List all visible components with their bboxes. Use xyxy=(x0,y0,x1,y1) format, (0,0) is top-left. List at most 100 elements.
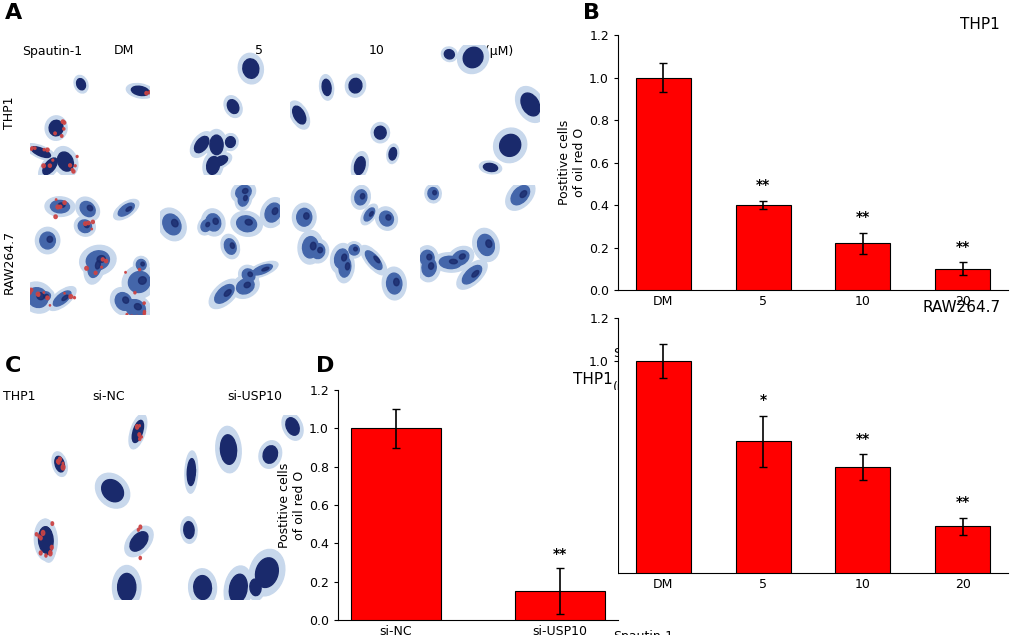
Ellipse shape xyxy=(238,192,249,206)
Ellipse shape xyxy=(227,100,238,114)
Text: THP1: THP1 xyxy=(3,97,16,129)
Text: **: ** xyxy=(552,547,567,561)
Ellipse shape xyxy=(39,527,53,553)
Ellipse shape xyxy=(144,311,146,313)
Ellipse shape xyxy=(75,197,100,221)
Ellipse shape xyxy=(213,218,218,224)
Ellipse shape xyxy=(351,152,368,180)
Ellipse shape xyxy=(85,267,89,270)
Ellipse shape xyxy=(38,535,40,538)
Text: Spautin-1: Spautin-1 xyxy=(612,347,673,361)
Ellipse shape xyxy=(327,84,330,90)
Ellipse shape xyxy=(137,316,138,317)
Ellipse shape xyxy=(122,297,128,304)
Ellipse shape xyxy=(32,147,33,149)
Ellipse shape xyxy=(489,166,494,168)
Ellipse shape xyxy=(91,228,93,230)
Ellipse shape xyxy=(322,79,331,95)
Ellipse shape xyxy=(206,130,226,160)
Ellipse shape xyxy=(418,253,440,282)
Ellipse shape xyxy=(115,293,131,311)
Ellipse shape xyxy=(288,101,309,129)
Ellipse shape xyxy=(231,182,256,203)
Ellipse shape xyxy=(189,569,216,606)
Ellipse shape xyxy=(250,64,256,70)
Ellipse shape xyxy=(56,205,59,209)
Ellipse shape xyxy=(126,314,127,316)
Text: D: D xyxy=(316,356,334,375)
Ellipse shape xyxy=(38,292,50,302)
Ellipse shape xyxy=(125,300,146,317)
Text: 20 (μM): 20 (μM) xyxy=(465,44,513,58)
Ellipse shape xyxy=(126,84,154,98)
Ellipse shape xyxy=(444,50,453,59)
Ellipse shape xyxy=(330,243,353,274)
Text: si-USP10: si-USP10 xyxy=(227,390,282,403)
Ellipse shape xyxy=(88,205,93,211)
Ellipse shape xyxy=(243,269,255,282)
Ellipse shape xyxy=(34,147,36,149)
Ellipse shape xyxy=(262,267,269,271)
Ellipse shape xyxy=(42,164,45,168)
Ellipse shape xyxy=(439,257,461,269)
Text: *: * xyxy=(759,393,766,407)
Ellipse shape xyxy=(292,203,316,231)
Ellipse shape xyxy=(29,291,32,294)
Ellipse shape xyxy=(236,216,257,232)
Ellipse shape xyxy=(50,545,53,549)
Ellipse shape xyxy=(43,158,57,175)
Ellipse shape xyxy=(58,457,61,461)
Ellipse shape xyxy=(92,220,95,224)
Ellipse shape xyxy=(40,536,42,540)
Ellipse shape xyxy=(392,151,395,156)
Text: (μM): (μM) xyxy=(612,382,641,394)
Bar xyxy=(934,269,989,290)
Ellipse shape xyxy=(130,315,133,318)
Ellipse shape xyxy=(52,159,54,161)
Ellipse shape xyxy=(57,152,73,171)
Ellipse shape xyxy=(191,131,213,157)
Ellipse shape xyxy=(318,248,322,253)
Ellipse shape xyxy=(141,436,143,438)
Ellipse shape xyxy=(24,295,25,297)
Ellipse shape xyxy=(49,305,51,306)
Ellipse shape xyxy=(228,443,234,453)
Ellipse shape xyxy=(42,527,53,554)
Ellipse shape xyxy=(530,99,537,107)
Ellipse shape xyxy=(52,452,67,476)
Ellipse shape xyxy=(355,82,360,87)
Ellipse shape xyxy=(45,554,47,557)
Ellipse shape xyxy=(420,250,434,266)
Ellipse shape xyxy=(441,47,457,62)
Ellipse shape xyxy=(310,242,316,250)
Ellipse shape xyxy=(35,519,57,561)
Ellipse shape xyxy=(39,519,56,562)
Text: si-NC: si-NC xyxy=(93,390,125,403)
Ellipse shape xyxy=(458,41,488,74)
Ellipse shape xyxy=(348,78,362,93)
Ellipse shape xyxy=(43,149,45,150)
Ellipse shape xyxy=(36,292,40,296)
Ellipse shape xyxy=(180,517,197,544)
Ellipse shape xyxy=(49,551,52,556)
Ellipse shape xyxy=(206,222,210,227)
Ellipse shape xyxy=(203,151,223,180)
Ellipse shape xyxy=(139,277,146,284)
Ellipse shape xyxy=(215,284,234,304)
Bar xyxy=(735,441,790,573)
Ellipse shape xyxy=(505,180,534,210)
Ellipse shape xyxy=(334,249,348,268)
Ellipse shape xyxy=(101,266,102,268)
Ellipse shape xyxy=(433,253,467,272)
Ellipse shape xyxy=(138,433,141,436)
Ellipse shape xyxy=(345,74,365,97)
Ellipse shape xyxy=(448,52,451,55)
Ellipse shape xyxy=(202,582,208,590)
Ellipse shape xyxy=(59,460,63,466)
Ellipse shape xyxy=(292,422,297,429)
Ellipse shape xyxy=(308,239,328,263)
Ellipse shape xyxy=(73,297,75,298)
Ellipse shape xyxy=(361,204,377,225)
Ellipse shape xyxy=(78,220,92,232)
Ellipse shape xyxy=(304,213,309,219)
